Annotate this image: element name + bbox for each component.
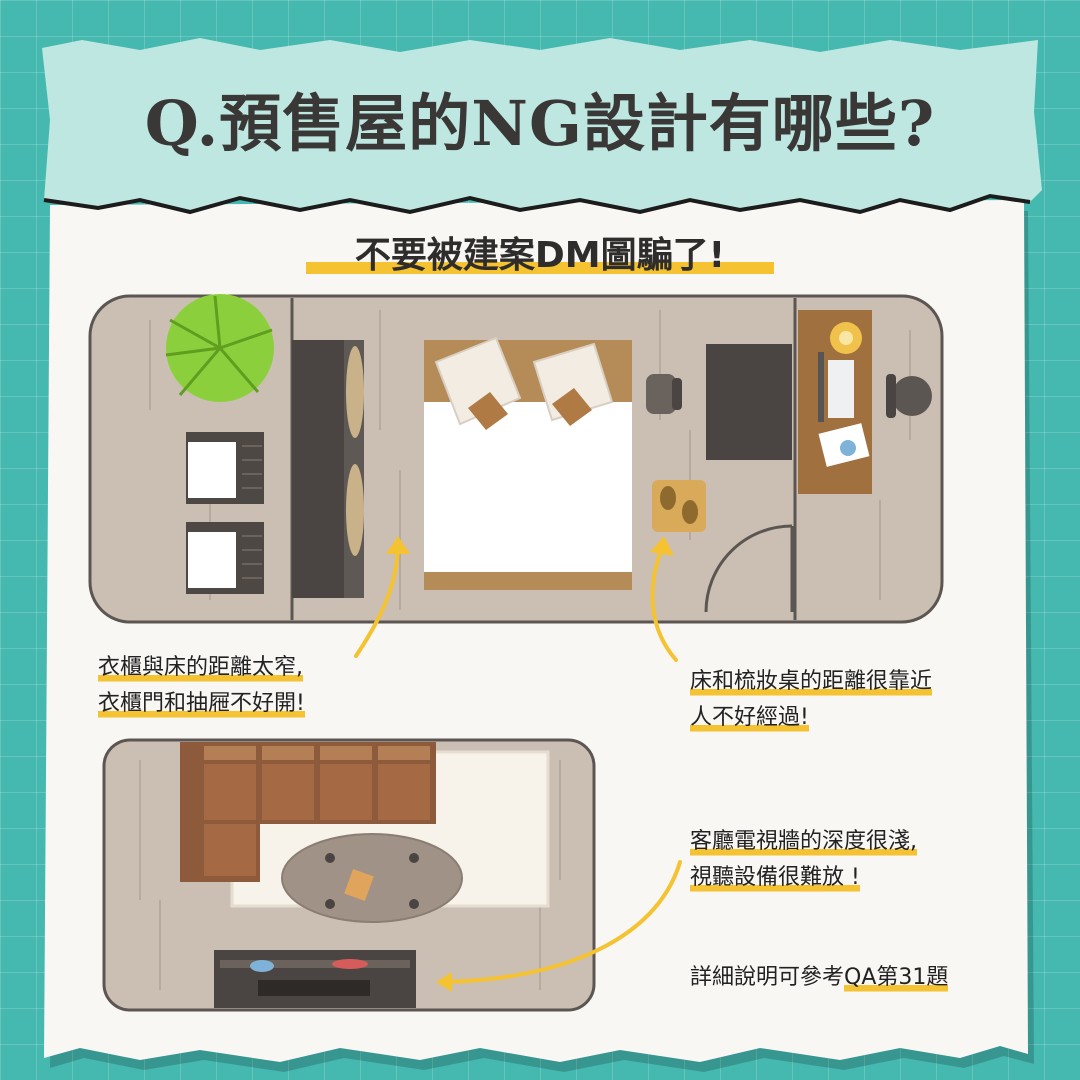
note-tv-wall: 客廳電視牆的深度很淺, 視聽設備很難放 ! [690,824,917,896]
pillow-left [434,336,522,430]
vanity-desk [706,344,792,460]
note-reference-link: QA第31題 [844,960,949,996]
note-vanity: 床和梳妝桌的距離很靠近 人不好經過! [690,664,933,736]
coffee-table [281,833,463,923]
tv-console [214,950,416,1008]
door-swing [704,524,793,613]
page-title: Q.預售屋的NG設計有哪些? [144,87,936,160]
note-wardrobe: 衣櫃與床的距離太窄, 衣櫃門和抽屜不好開! [98,650,305,722]
lounge-chair-bottom [186,522,264,594]
wardrobe [292,340,364,598]
office-chair [886,374,932,418]
arrow-vanity [650,546,678,662]
note-reference: 詳細說明可參考QA第31題 [690,960,949,996]
pillow-right [532,342,614,426]
arrow-tv [444,860,682,984]
subtitle-highlight [306,262,774,274]
vanity-chair [646,374,682,414]
lounge-chair-top [186,432,264,504]
bedroom-plan [88,294,944,624]
note-vanity-line1: 床和梳妝桌的距離很靠近 [690,664,933,700]
slippers [652,480,706,532]
note-tv-wall-line2: 視聽設備很難放 ! [690,860,860,896]
study-desk [798,310,872,494]
arrow-wardrobe [354,546,400,658]
plant-icon [165,294,274,402]
living-room-plan [102,738,596,1012]
bed [424,336,632,590]
note-wardrobe-line2: 衣櫃門和抽屜不好開! [98,686,305,722]
subtitle: 不要被建案DM圖騙了! [354,235,726,276]
note-wardrobe-line1: 衣櫃與床的距離太窄, [98,650,303,686]
l-sofa [180,742,436,882]
note-vanity-line2: 人不好經過! [690,700,809,736]
note-reference-prefix: 詳細說明可參考 [690,965,845,990]
tape-strip [42,38,1042,212]
note-tv-wall-line1: 客廳電視牆的深度很淺, [690,824,917,860]
